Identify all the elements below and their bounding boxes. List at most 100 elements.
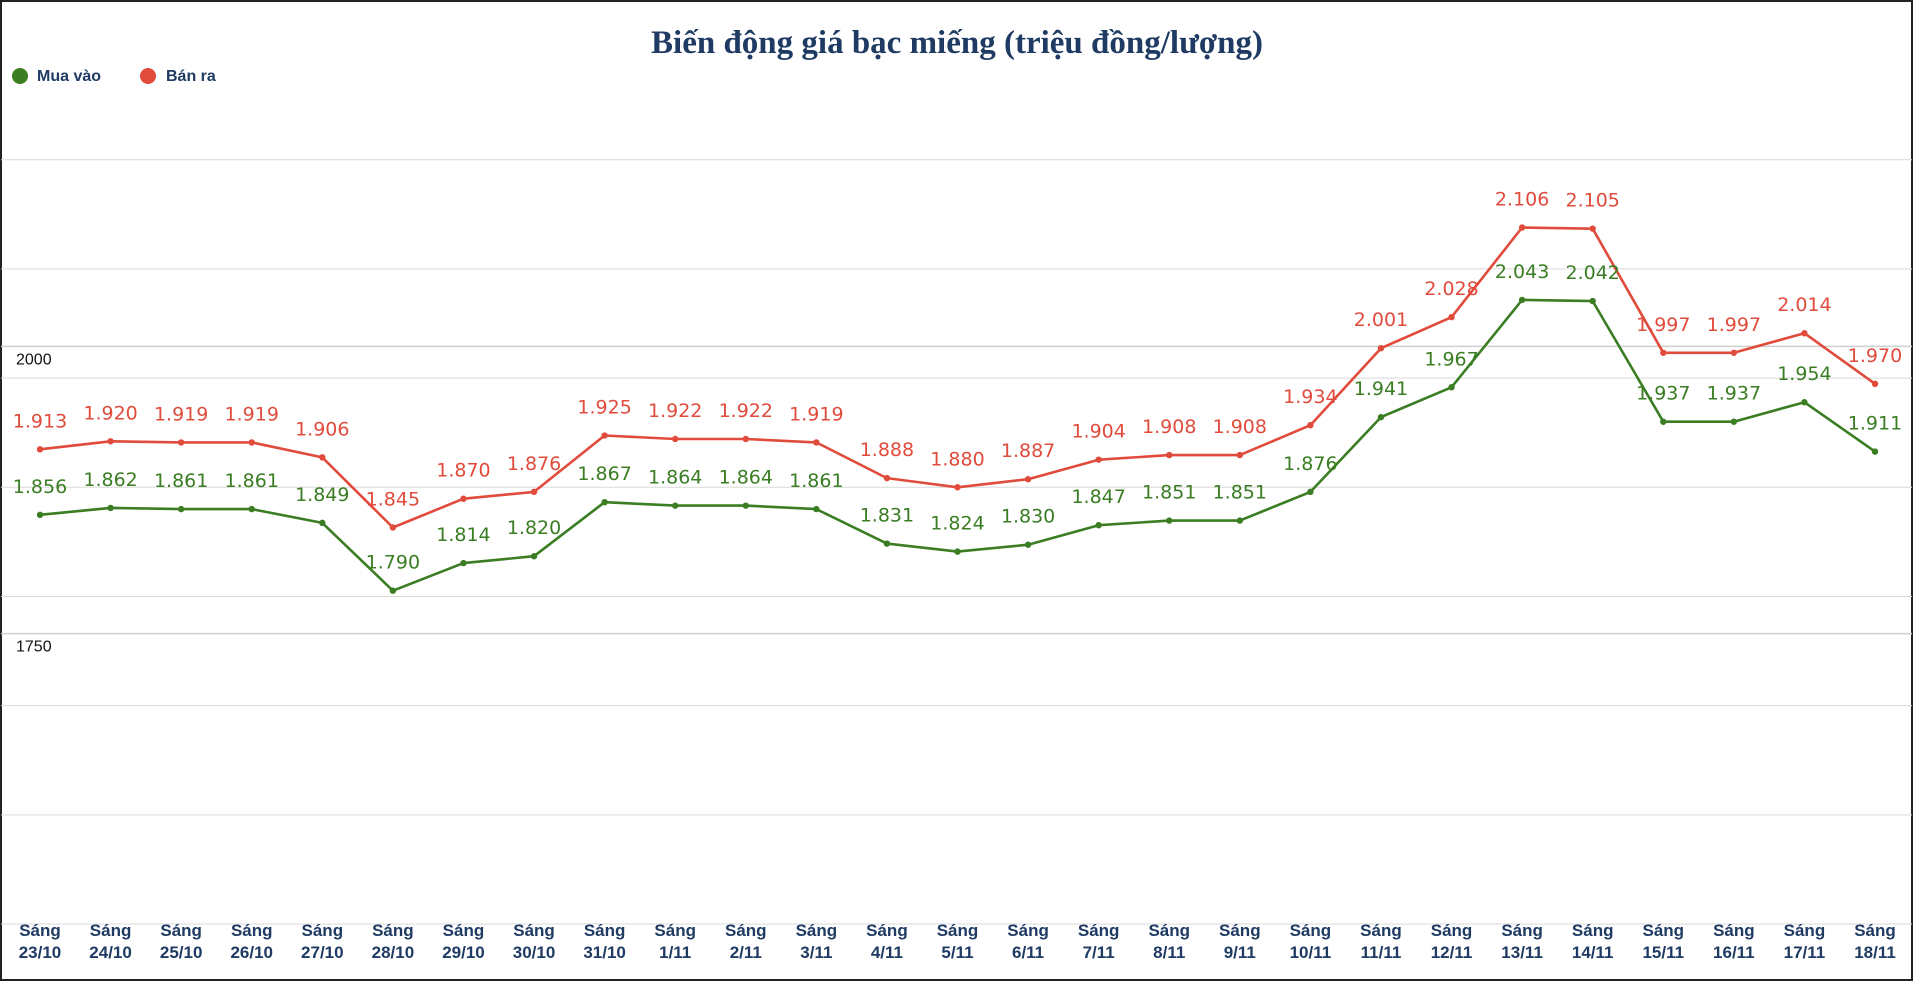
data-point-ban-ra[interactable] (36, 446, 44, 453)
data-label-mua-vao: 1.937 (1636, 383, 1690, 405)
data-point-mua-vao[interactable] (1871, 448, 1879, 455)
x-tick-label: Sáng 18/11 (1854, 921, 1896, 962)
x-tick-label: Sáng 17/11 (1784, 921, 1826, 962)
data-point-ban-ra[interactable] (460, 495, 467, 502)
data-point-mua-vao[interactable] (460, 559, 467, 567)
data-point-mua-vao[interactable] (601, 498, 608, 506)
data-point-ban-ra[interactable] (107, 438, 114, 445)
data-label-mua-vao: 1.861 (225, 470, 279, 492)
data-label-mua-vao: 1.824 (930, 513, 984, 535)
data-label-mua-vao: 1.867 (577, 463, 631, 485)
y-tick-label: 1750 (16, 639, 52, 656)
data-label-ban-ra: 1.922 (648, 400, 702, 422)
data-point-mua-vao[interactable] (248, 505, 255, 513)
data-label-mua-vao: 1.861 (789, 470, 843, 492)
data-point-mua-vao[interactable] (671, 502, 679, 509)
legend-item-ban-ra[interactable]: Bán ra (140, 68, 216, 85)
data-point-mua-vao[interactable] (742, 502, 749, 509)
data-point-mua-vao[interactable] (1377, 413, 1385, 421)
data-label-mua-vao: 1.861 (154, 470, 208, 492)
data-point-ban-ra[interactable] (883, 474, 891, 482)
data-label-ban-ra: 1.970 (1848, 345, 1902, 367)
x-tick-label: Sáng 2/11 (725, 921, 767, 962)
data-point-mua-vao[interactable] (530, 553, 538, 560)
data-point-mua-vao[interactable] (1307, 488, 1314, 496)
x-tick-label: Sáng 9/11 (1219, 921, 1261, 962)
data-point-ban-ra[interactable] (1095, 456, 1102, 463)
data-point-mua-vao[interactable] (1660, 418, 1667, 425)
x-tick-label: Sáng 28/10 (372, 921, 415, 962)
data-label-ban-ra: 2.105 (1565, 190, 1619, 212)
data-label-ban-ra: 1.997 (1636, 314, 1690, 336)
data-point-ban-ra[interactable] (248, 439, 255, 446)
data-label-ban-ra: 1.906 (295, 418, 349, 440)
data-point-ban-ra[interactable] (530, 488, 538, 496)
series-points (36, 224, 1879, 594)
data-label-ban-ra: 1.913 (13, 410, 67, 432)
data-point-ban-ra[interactable] (1660, 349, 1667, 356)
data-label-mua-vao: 1.864 (648, 467, 702, 489)
data-point-mua-vao[interactable] (1236, 517, 1244, 524)
x-tick-label: Sáng 15/11 (1642, 921, 1684, 962)
legend-marker-mua-vao (12, 68, 28, 84)
data-point-mua-vao[interactable] (1730, 418, 1738, 425)
x-tick-label: Sáng 26/10 (230, 921, 273, 962)
data-label-mua-vao: 1.911 (1848, 413, 1902, 435)
data-label-ban-ra: 1.876 (507, 453, 561, 475)
chart-title: Biến động giá bạc miếng (triệu đồng/lượn… (651, 25, 1263, 61)
data-point-ban-ra[interactable] (1236, 451, 1244, 459)
data-label-mua-vao: 1.831 (860, 505, 914, 527)
data-point-mua-vao[interactable] (1095, 521, 1102, 529)
data-point-mua-vao[interactable] (1801, 399, 1808, 406)
data-point-ban-ra[interactable] (742, 435, 749, 443)
data-label-mua-vao: 1.849 (295, 484, 349, 506)
x-tick-label: Sáng 31/10 (583, 921, 626, 962)
data-labels: 1.856 1.862 1.861 1.861 1.849 1.790 1.814 1.820… (13, 189, 1902, 574)
data-point-ban-ra[interactable] (389, 524, 397, 531)
data-point-ban-ra[interactable] (1448, 313, 1455, 321)
data-point-ban-ra[interactable] (1871, 380, 1879, 388)
data-point-mua-vao[interactable] (1518, 296, 1526, 304)
data-point-ban-ra[interactable] (601, 432, 608, 439)
data-label-mua-vao: 1.864 (719, 467, 773, 489)
data-label-ban-ra: 2.014 (1777, 294, 1831, 316)
data-point-ban-ra[interactable] (1730, 349, 1738, 356)
data-point-mua-vao[interactable] (813, 505, 820, 513)
data-point-ban-ra[interactable] (954, 484, 961, 491)
data-point-mua-vao[interactable] (107, 504, 114, 512)
data-point-ban-ra[interactable] (1589, 225, 1596, 232)
data-point-ban-ra[interactable] (1377, 344, 1385, 352)
data-point-mua-vao[interactable] (1589, 297, 1596, 305)
data-label-ban-ra: 1.919 (789, 403, 843, 425)
data-point-ban-ra[interactable] (1024, 476, 1032, 483)
data-point-ban-ra[interactable] (671, 435, 679, 443)
data-point-ban-ra[interactable] (1518, 224, 1526, 231)
data-point-mua-vao[interactable] (954, 548, 961, 555)
data-point-mua-vao[interactable] (389, 587, 397, 594)
data-point-mua-vao[interactable] (36, 511, 44, 519)
data-label-mua-vao: 2.043 (1495, 261, 1549, 283)
data-label-mua-vao: 1.967 (1424, 348, 1478, 370)
data-point-mua-vao[interactable] (883, 540, 891, 547)
data-point-ban-ra[interactable] (1166, 451, 1173, 459)
data-point-ban-ra[interactable] (1307, 421, 1314, 429)
data-label-mua-vao: 1.876 (1283, 453, 1337, 475)
legend-item-mua-vao[interactable]: Mua vào (12, 68, 101, 85)
data-point-ban-ra[interactable] (813, 439, 820, 446)
data-point-ban-ra[interactable] (319, 454, 326, 461)
x-tick-label: Sáng 13/11 (1501, 921, 1543, 962)
x-tick-label: Sáng 30/10 (513, 921, 556, 962)
data-point-mua-vao[interactable] (177, 505, 185, 513)
data-point-mua-vao[interactable] (1166, 517, 1173, 524)
data-label-mua-vao: 1.856 (13, 476, 67, 498)
data-point-mua-vao[interactable] (1448, 384, 1455, 391)
data-point-ban-ra[interactable] (177, 439, 185, 446)
data-label-ban-ra: 2.028 (1424, 278, 1478, 300)
data-point-mua-vao[interactable] (1024, 541, 1032, 548)
x-tick-label: Sáng 14/11 (1572, 921, 1614, 962)
data-point-ban-ra[interactable] (1801, 330, 1808, 337)
data-label-mua-vao: 1.851 (1213, 482, 1267, 504)
data-point-mua-vao[interactable] (319, 519, 326, 527)
data-label-ban-ra: 1.922 (719, 400, 773, 422)
